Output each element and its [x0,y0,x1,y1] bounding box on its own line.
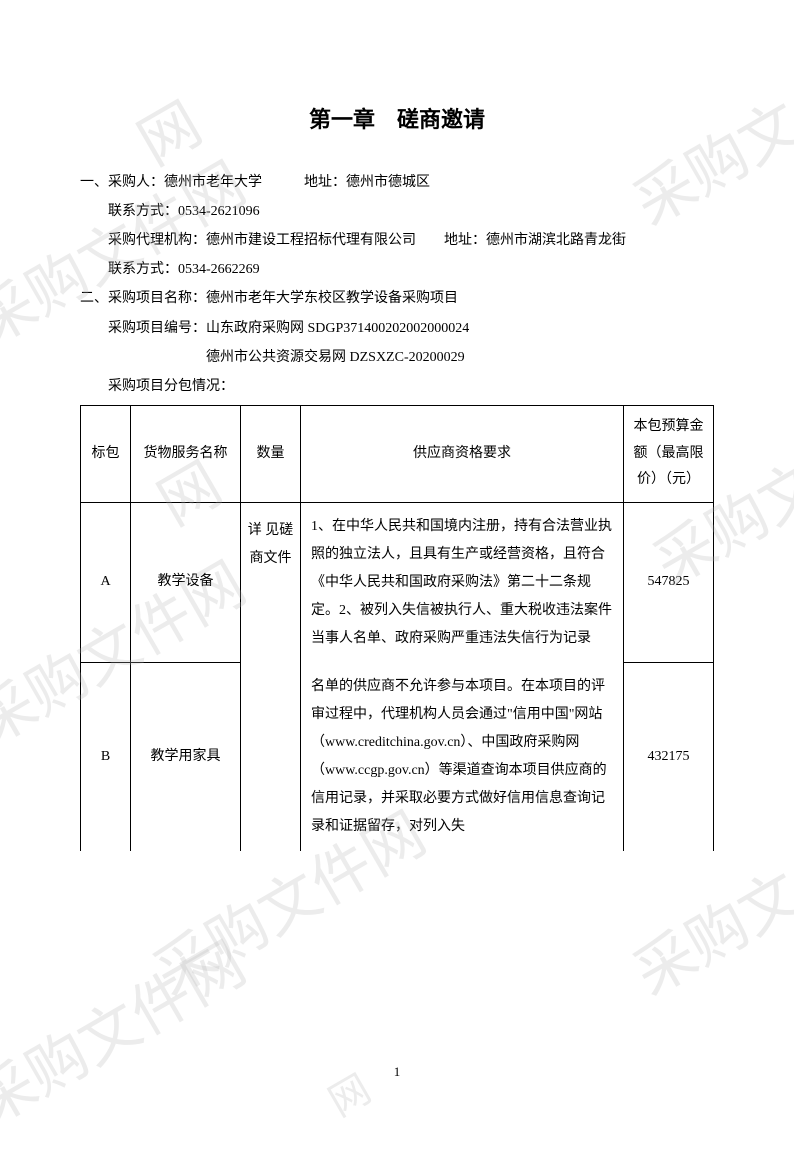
header-package: 标包 [81,406,131,503]
cell-name-b: 教学用家具 [131,663,241,851]
purchaser-line: 一、采购人：德州市老年大学 地址：德州市德城区 [80,170,714,195]
agency-contact-value: 0534-2662269 [178,262,260,277]
code-label: 采购项目编号： [108,321,206,336]
cell-req-2: 名单的供应商不允许参与本项目。在本项目的评审过程中，代理机构人员会通过"信用中国… [301,663,624,851]
code2-value: DZSXZC-20200029 [350,350,465,365]
project-code-line2: 德州市公共资源交易网 DZSXZC-20200029 [80,345,714,370]
contact-value: 0534-2621096 [178,204,260,219]
agency-address: 德州市湖滨北路青龙街 [486,233,626,248]
cell-pkg-a: A [81,502,131,663]
agency-addr-label: 地址： [444,233,486,248]
header-qty: 数量 [241,406,301,503]
section2-label: 二、采购项目名称： [80,291,206,306]
watermark: 采购文件网 [0,912,267,1156]
contact-label: 联系方式： [108,204,178,219]
package-label-line: 采购项目分包情况： [80,374,714,399]
table-row: B 教学用家具 名单的供应商不允许参与本项目。在本项目的评审过程中，代理机构人员… [81,663,714,851]
cell-name-a: 教学设备 [131,502,241,663]
section1-label: 一、采购人： [80,175,164,190]
cell-req-1: 1、在中华人民共和国境内注册，持有合法营业执照的独立法人，且具有生产或经营资格，… [301,502,624,663]
cell-qty: 详 见磋 商文件 [241,502,301,851]
table-row: A 教学设备 详 见磋 商文件 1、在中华人民共和国境内注册，持有合法营业执照的… [81,502,714,663]
header-name: 货物服务名称 [131,406,241,503]
project-code-line1: 采购项目编号：山东政府采购网 SDGP371400202002000024 [80,316,714,341]
agency-name: 德州市建设工程招标代理有限公司 [206,233,416,248]
chapter-title: 第一章 磋商邀请 [80,100,714,140]
cell-budget-b: 432175 [624,663,714,851]
contact-line: 联系方式：0534-2621096 [80,199,714,224]
agency-contact-label: 联系方式： [108,262,178,277]
watermark: 网 [315,1055,386,1137]
project-name: 德州市老年大学东校区教学设备采购项目 [206,291,458,306]
project-name-line: 二、采购项目名称：德州市老年大学东校区教学设备采购项目 [80,286,714,311]
address-label: 地址： [304,175,346,190]
code1-prefix: 山东政府采购网 [206,321,308,336]
package-table: 标包 货物服务名称 数量 供应商资格要求 本包预算金额（最高限价）（元） A 教… [80,405,714,851]
agency-label: 采购代理机构： [108,233,206,248]
agency-line: 采购代理机构：德州市建设工程招标代理有限公司 地址：德州市湖滨北路青龙街 [80,228,714,253]
purchaser-address: 德州市德城区 [346,175,430,190]
purchaser-name: 德州市老年大学 [164,175,262,190]
code1-value: SDGP371400202002000024 [308,321,470,336]
agency-contact-line: 联系方式：0534-2662269 [80,257,714,282]
header-budget: 本包预算金额（最高限价）（元） [624,406,714,503]
cell-budget-a: 547825 [624,502,714,663]
cell-pkg-b: B [81,663,131,851]
code2-prefix: 德州市公共资源交易网 [206,350,350,365]
header-req: 供应商资格要求 [301,406,624,503]
page-number: 1 [394,1060,401,1083]
table-header-row: 标包 货物服务名称 数量 供应商资格要求 本包预算金额（最高限价）（元） [81,406,714,503]
